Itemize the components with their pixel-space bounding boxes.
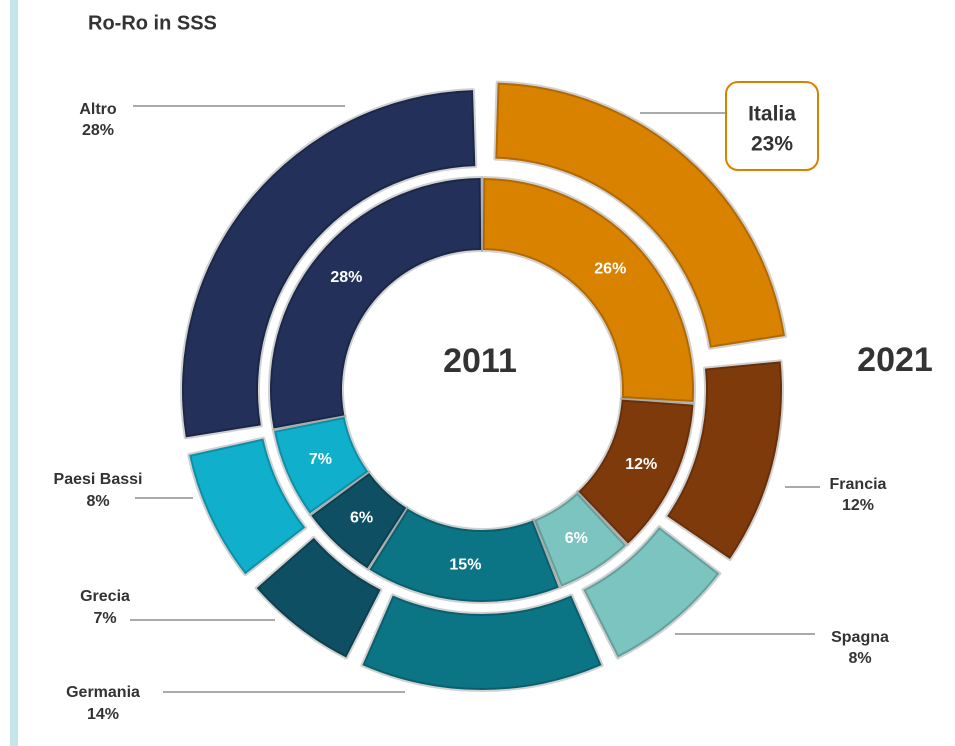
donut-segment (665, 359, 784, 561)
donut-segment (480, 176, 696, 405)
chart-title: Ro-Ro in SSS (88, 12, 217, 34)
segment-label: 7% (309, 451, 332, 468)
outer-value-label: 28% (82, 122, 114, 139)
donut-segment (532, 490, 629, 589)
donut-segment (268, 176, 484, 431)
segment-label: 26% (594, 261, 626, 278)
category-label: Paesi Bassi (54, 471, 143, 488)
segment-label: 6% (350, 510, 373, 527)
category-label: Spagna (831, 629, 889, 646)
category-label: Germania (66, 684, 140, 701)
donut-segment (576, 397, 696, 546)
label-box (725, 81, 819, 171)
donut-segment (360, 593, 604, 692)
category-label: Francia (830, 476, 887, 493)
outer-value-label: 8% (86, 493, 109, 510)
segment-label: 15% (449, 556, 481, 573)
outer-ring-name: 2021 (857, 341, 933, 379)
outer-value-label: 23% (751, 133, 793, 156)
segment-label: 12% (625, 456, 657, 473)
outer-value-label: 12% (842, 497, 874, 514)
outer-value-label: 14% (87, 706, 119, 723)
side-bar (10, 0, 18, 746)
category-label: Italia (748, 103, 796, 126)
outer-value-label: 8% (848, 650, 871, 667)
donut-segment (180, 88, 478, 440)
segment-label: 6% (565, 530, 588, 547)
donut-segment (271, 415, 371, 516)
donut-segment (187, 436, 308, 577)
donut-segment (309, 470, 409, 571)
inner-ring-name: 2011 (443, 342, 517, 380)
donut-segment (254, 535, 383, 660)
category-label: Grecia (80, 588, 130, 605)
segment-label: 28% (330, 269, 362, 286)
donut-segment (367, 506, 561, 604)
donut-segment (493, 80, 787, 350)
category-label: Altro (79, 101, 117, 118)
outer-value-label: 7% (93, 610, 116, 627)
donut-segment (581, 525, 722, 660)
